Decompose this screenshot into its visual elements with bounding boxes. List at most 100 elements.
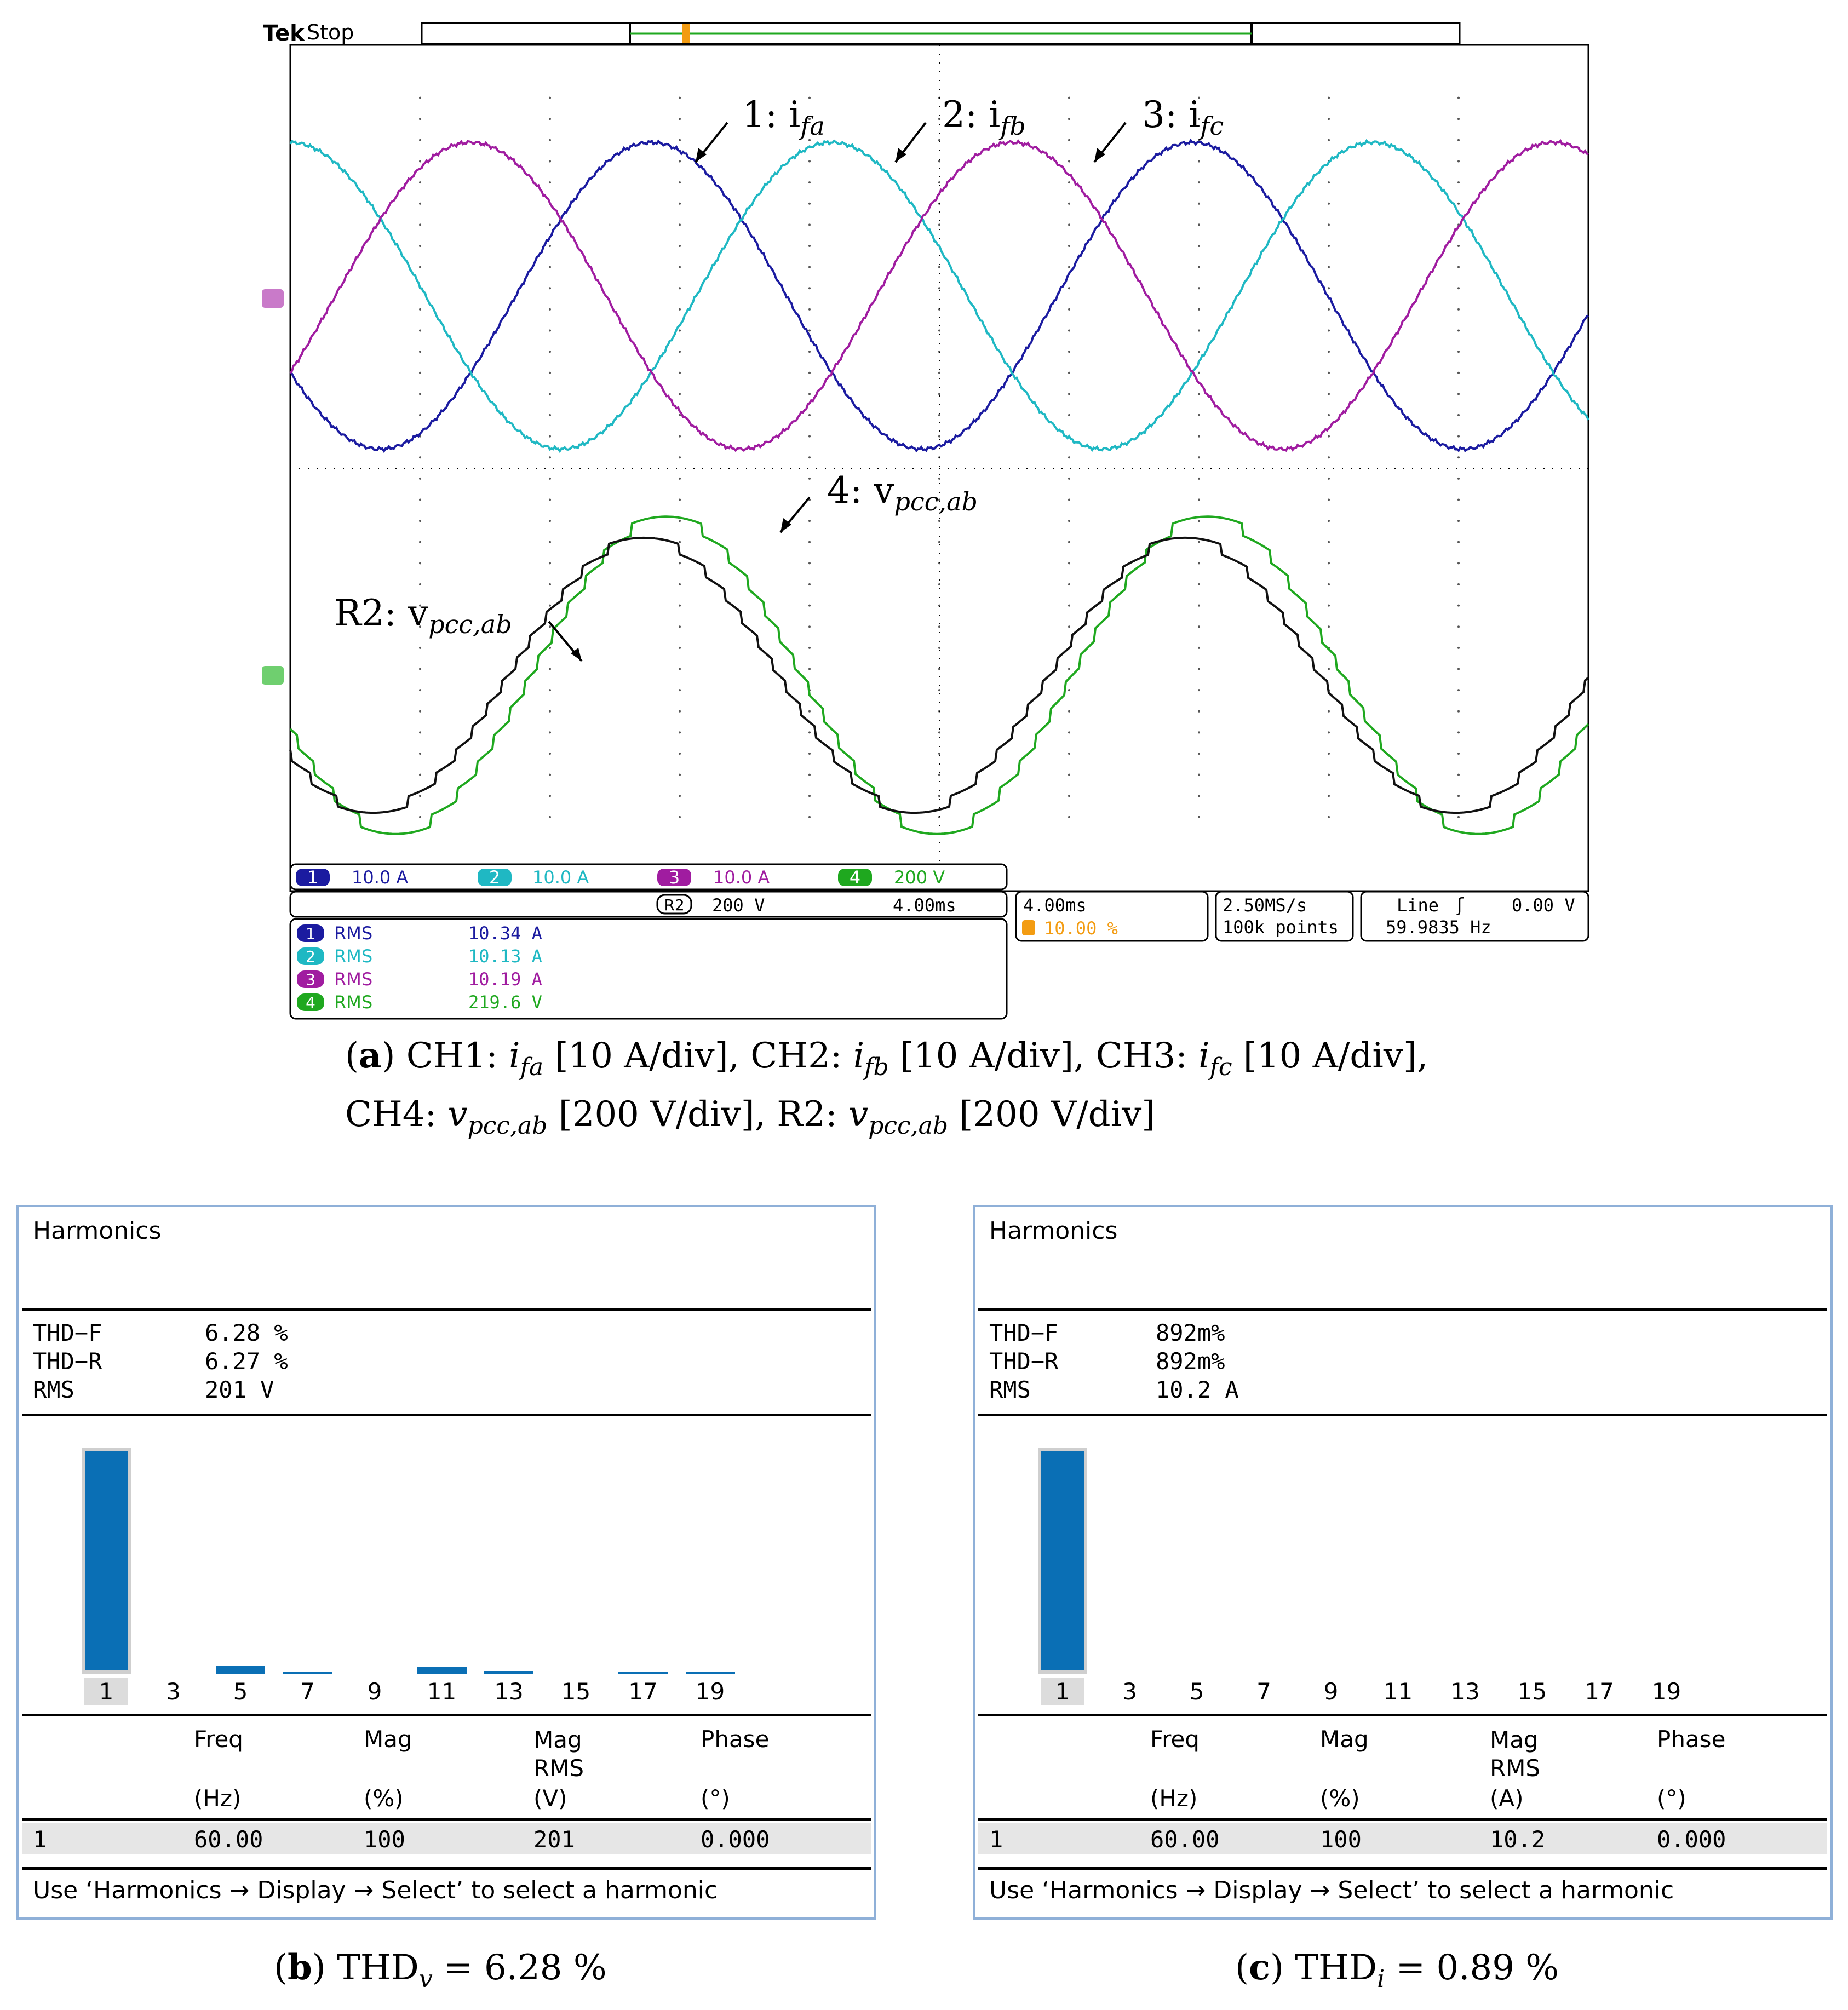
harmonic-bar[interactable] [417,1667,467,1674]
grid-dot [1457,646,1460,649]
harmonic-bar[interactable] [216,1666,265,1674]
grid-dot [419,646,421,649]
grid-dot [1198,393,1200,395]
grid-dot [549,773,551,776]
ch2-badge-label: 2 [489,867,500,888]
grid-dot [938,668,940,670]
grid-dot [938,329,940,332]
harmonic-label: 7 [300,1678,315,1705]
grid-dot [1198,731,1200,734]
harmonic-bar[interactable] [283,1672,332,1674]
ch1-badge [296,869,330,886]
grid-dot [1328,498,1330,501]
grid-dot [1198,351,1200,353]
grid-dot [808,308,811,311]
table-row[interactable] [978,1823,1827,1854]
grid-dot [419,604,421,607]
grid-dot [549,562,551,565]
grid-dot [938,287,940,290]
grid-dot [1328,752,1330,755]
grid-dot [1457,139,1460,141]
harmonic-label: 15 [1517,1678,1547,1705]
grid-dot [1328,710,1330,713]
rms-label: RMS [989,1376,1031,1403]
grid-dot [1457,456,1460,459]
harmonic-bar[interactable] [1038,1448,1087,1674]
caption-b: (b) THDv = 6.28 % [274,1947,607,1993]
grid-dot [1328,244,1330,247]
grid-dot [419,414,421,416]
grid-dot [1198,139,1200,141]
grid-dot [419,308,421,311]
grid-dot [679,139,681,141]
grid-dot [1457,351,1460,353]
grid-dot [549,668,551,670]
grid-dot [938,139,940,141]
grid-dot [1328,604,1330,607]
grid-dot [808,244,811,247]
grid-dot [1198,202,1200,205]
caption-fragment: v [447,1094,468,1135]
harmonic-bar[interactable] [484,1671,533,1674]
grid-dot [549,689,551,692]
grid-dot [938,689,940,692]
caption-fragment: [10 A/div], CH2: [543,1036,853,1076]
scope-brand: Tek [263,21,305,46]
cell-freq: 60.00 [194,1826,263,1853]
grid-dot [808,266,811,268]
grid-dot [808,223,811,226]
grid-dot [1068,287,1070,290]
trigger-source: Line [1397,895,1439,916]
annotation-ch4: 4: vpcc,ab [779,469,978,533]
panel-title: Harmonics [989,1217,1118,1245]
divider [978,1818,1827,1821]
grid-dot [1198,223,1200,226]
caption-fragment: [10 A/div], [1232,1036,1428,1076]
grid-dot [1328,351,1330,353]
grid-dot [808,646,811,649]
grid-dot [1068,329,1070,332]
grid-dot [1457,562,1460,565]
grid-dot [679,541,681,543]
grid-dot [1068,181,1070,184]
divider [22,1818,871,1821]
grid-dot [549,477,551,480]
svg-text:4: vpcc,ab: 4: vpcc,ab [827,469,978,516]
grid-dot [1068,139,1070,141]
grid-dot [808,604,811,607]
ch3-badge [657,869,691,886]
grid-dot [1198,520,1200,522]
annotation-ch4-text: 4: v [827,469,894,512]
trace-ch4 [289,515,1589,835]
harmonic-bar[interactable] [685,1672,735,1674]
harmonic-bar[interactable] [618,1672,668,1674]
grid-dot [808,287,811,290]
harmonic-label: 5 [233,1678,248,1705]
svg-text:1: ifa: 1: ifa [742,94,825,141]
grid-dot [1457,329,1460,332]
divider [22,1714,871,1716]
measurement-panel [289,918,1008,1020]
grid-dot [1198,752,1200,755]
grid-dot [1457,181,1460,184]
grid-dot [1198,308,1200,311]
annotation-r2-text: R2: v [334,592,429,634]
grid-dot [679,181,681,184]
thd-r-value: 892m% [1156,1348,1225,1375]
harmonic-bar[interactable] [82,1448,131,1674]
col-mag: Mag [1320,1726,1369,1753]
grid-dot [1457,287,1460,290]
table-row[interactable] [22,1823,871,1854]
grid-dot [808,795,811,797]
harmonic-label: 7 [1256,1678,1271,1705]
grid-dot [549,646,551,649]
harmonic-label: 3 [166,1678,181,1705]
grid-dot [1198,160,1200,163]
caption-fragment: CH1: [406,1036,509,1076]
grid-dot [419,139,421,141]
grid-dot [549,604,551,607]
r2-scale: 200 V [712,895,765,916]
grid-dot [419,520,421,522]
grid-dot [419,181,421,184]
meas-ch4-value: 219.6 V [468,992,542,1013]
